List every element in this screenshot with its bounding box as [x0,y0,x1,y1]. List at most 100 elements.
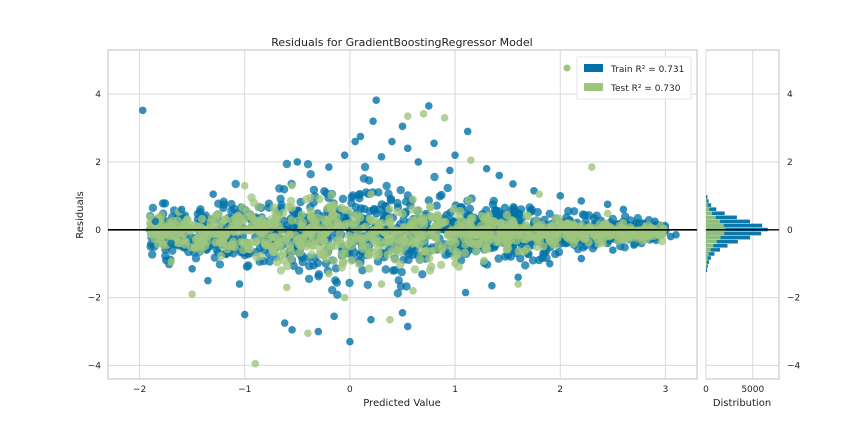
residual-cloud-point [337,239,346,249]
residual-point [346,337,354,346]
residual-point [430,139,438,148]
residual-point [488,281,496,290]
residual-point [377,280,386,288]
histogram-bar [706,215,716,220]
residual-cloud-point [275,242,285,251]
residual-cloud-point [233,221,243,230]
residual-point [482,164,491,173]
residual-cloud-point [229,237,238,246]
residual-cloud-point [396,260,405,269]
residual-point [635,219,643,227]
residual-cloud-point [396,185,405,195]
residual-cloud-point [173,238,182,247]
residual-cloud-point [276,266,286,275]
histogram-bar [706,244,714,248]
y-tick-labels: −4 −2 0 2 4 [88,90,102,371]
residual-cloud-point [308,230,317,239]
residual-point [388,137,396,146]
residual-cloud-point [522,244,531,254]
residual-point [651,229,659,237]
residual-cloud-point [146,242,155,251]
residual-cloud-point [397,267,406,277]
residual-cloud-point [390,255,400,264]
residual-cloud-point [367,247,376,257]
residual-cloud-point [321,229,330,238]
residual-cloud-point [309,185,319,195]
residual-cloud-point [243,240,252,249]
residual-point [398,309,407,317]
residual-point [545,259,554,268]
residual-point [167,239,175,248]
histogram-bar [706,268,708,272]
residual-cloud-point [496,227,505,236]
residual-cloud-point [338,194,348,204]
distribution-axis-label: Distribution [713,398,771,409]
residual-cloud-point [327,190,336,200]
residual-cloud-point [215,260,225,269]
residual-point [403,112,412,120]
residual-cloud-point [539,242,548,251]
residual-point [630,241,638,249]
histogram-bar [706,239,738,244]
residual-cloud-point [327,223,336,233]
residual-point [509,180,517,188]
distribution-y-tick-labels: 4 2 0 −2 −4 [787,90,801,371]
residual-cloud-point [345,219,354,228]
residual-cloud-point [265,257,274,266]
residual-cloud-point [148,250,157,259]
residual-point [219,239,228,248]
residual-cloud-point [398,209,407,218]
histogram-bar [706,195,708,199]
residual-point [672,231,680,239]
residual-cloud-point [472,246,481,256]
residual-cloud-point [360,162,370,172]
legend-label-test: Test R² = 0.730 [610,84,681,94]
distribution-plot: 0 5000 4 2 0 −2 −4 [703,49,801,395]
residual-cloud-point [410,265,420,274]
residual-cloud-point [196,205,205,214]
x-tick-label: 0 [347,385,353,395]
residual-cloud-point [425,254,434,263]
histogram-bar [706,235,721,240]
residual-points [138,96,680,368]
residual-cloud-point [305,261,314,271]
residual-point [138,106,147,115]
residual-cloud-point [479,256,489,265]
histogram-bar [706,223,724,228]
residual-point [461,288,470,297]
residual-cloud-point [360,204,369,214]
residual-cloud-point [426,212,435,221]
residual-cloud-point [306,211,315,221]
residual-cloud-point [657,236,667,246]
residual-cloud-point [331,276,340,285]
residual-cloud-point [427,262,436,271]
residual-point [603,209,612,218]
residual-point [288,326,296,334]
residual-cloud-point [150,234,159,243]
histogram-bar [706,248,721,252]
residual-point [409,287,417,295]
residual-cloud-point [238,203,247,212]
residual-cloud-point [630,231,639,240]
residual-cloud-point [418,232,427,241]
residual-cloud-point [601,219,611,228]
residual-cloud-point [621,231,630,240]
residual-cloud-point [242,262,252,271]
y-tick-label: −2 [88,294,101,304]
residual-cloud-point [374,249,384,259]
residual-cloud-point [335,229,344,238]
residual-point [514,280,522,288]
residual-cloud-point [392,245,401,255]
residual-cloud-point [354,259,364,269]
residual-cloud-point [388,266,398,275]
x-tick-label: 3 [663,385,669,395]
residual-cloud-point [385,205,394,214]
residual-cloud-point [283,261,292,271]
residual-point [619,205,628,214]
distribution-y-tick-label: 4 [787,90,793,100]
residual-cloud-point [289,261,298,271]
residual-cloud-point [202,237,211,247]
residual-cloud-point [269,203,278,212]
residual-point [177,205,186,214]
residual-point [577,254,586,263]
